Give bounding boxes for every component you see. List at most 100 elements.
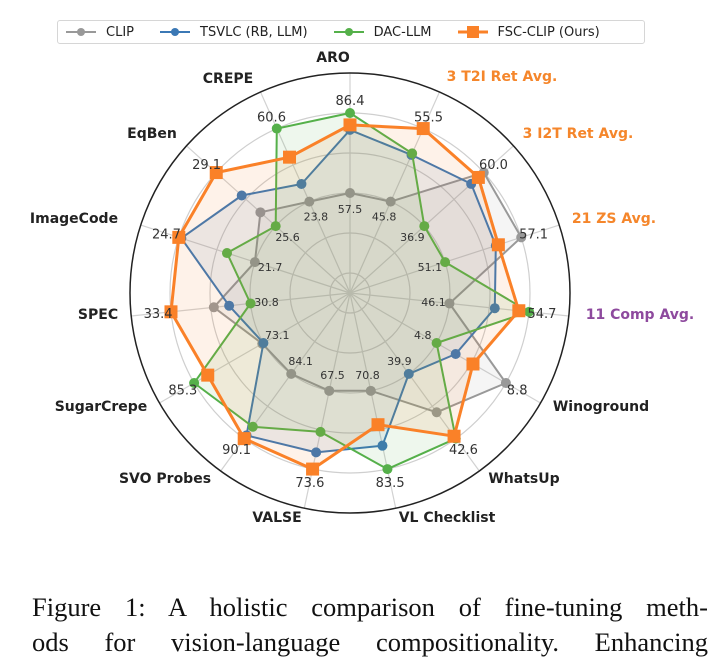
- axis-max-label: 57.1: [519, 227, 548, 242]
- axis-label: 11 Comp Avg.: [586, 307, 695, 323]
- data-point: [255, 207, 266, 218]
- data-point: [237, 432, 251, 446]
- axis-label: VL Checklist: [399, 510, 496, 526]
- series-line: [180, 128, 497, 454]
- figure-caption: Figure 1: A holistic comparison of fine-…: [32, 590, 708, 660]
- axis-label: Winoground: [553, 399, 649, 415]
- data-point: [208, 302, 219, 313]
- legend-item-clip: CLIP: [64, 25, 134, 40]
- data-point: [512, 304, 526, 318]
- legend-marker-circle-icon: [66, 28, 96, 36]
- data-point: [382, 464, 393, 475]
- data-point: [407, 148, 418, 159]
- data-point: [296, 178, 307, 189]
- axis-max-label: 42.6: [449, 443, 478, 458]
- axis-min-label: 57.5: [338, 203, 363, 216]
- data-point: [343, 118, 357, 132]
- axis-min-label: 4.8: [414, 329, 432, 342]
- series-area: [181, 129, 496, 453]
- legend-label: FSC-CLIP (Ours): [497, 24, 600, 40]
- axis-max-label: 55.5: [414, 111, 443, 126]
- data-point: [440, 257, 451, 268]
- data-point: [444, 298, 455, 309]
- data-point: [283, 150, 297, 164]
- axis-max-label: 29.1: [192, 158, 221, 173]
- axis-label: SVO Probes: [119, 471, 211, 487]
- axis-max-label: 90.1: [222, 443, 251, 458]
- axis-label: 3 I2T Ret Avg.: [523, 126, 634, 142]
- series-line: [169, 123, 521, 471]
- axis-label: SPEC: [78, 307, 118, 323]
- data-point: [224, 300, 235, 311]
- data-point: [315, 426, 326, 437]
- axis-max-label: 85.3: [168, 384, 197, 399]
- axis-max-label: 60.0: [479, 158, 508, 173]
- axis-min-label: 84.1: [288, 355, 313, 368]
- data-point: [365, 385, 376, 396]
- legend-marker-circle-icon: [160, 28, 190, 36]
- data-point: [271, 123, 282, 134]
- data-point: [172, 230, 186, 244]
- legend-item-tsvlc: TSVLC (RB, LLM): [158, 25, 308, 40]
- axis-label: ImageCode: [30, 211, 118, 227]
- data-point: [311, 447, 322, 458]
- axis-label: SugarCrepe: [55, 399, 148, 415]
- axis-min-label: 36.9: [400, 231, 425, 244]
- axis-max-label: 60.6: [257, 111, 286, 126]
- data-point: [403, 368, 414, 379]
- data-point: [245, 298, 256, 309]
- axis-min-label: 51.1: [418, 261, 443, 274]
- series-line: [193, 112, 530, 471]
- axis-min-label: 46.1: [421, 296, 446, 309]
- data-point: [209, 166, 223, 180]
- data-point: [516, 232, 527, 243]
- axis-max-label: 83.5: [376, 476, 405, 491]
- caption-line: ods for vision-language compositionality…: [32, 627, 708, 657]
- axis-label: VALSE: [252, 510, 301, 526]
- data-point: [491, 238, 505, 252]
- legend-marker-circle-icon: [333, 28, 364, 36]
- data-point: [324, 385, 335, 396]
- caption-line: Figure 1: A holistic comparison of fine-…: [32, 592, 708, 622]
- data-point: [304, 196, 315, 207]
- data-point: [500, 378, 511, 388]
- legend-item-fsc-clip: FSC-CLIP (Ours): [456, 25, 600, 40]
- axis-min-label: 70.8: [355, 369, 380, 382]
- legend-marker-square-icon: [457, 26, 488, 38]
- series-area: [171, 124, 519, 470]
- axis-max-label: 24.7: [152, 227, 181, 242]
- axis-min-label: 39.9: [387, 355, 412, 368]
- series-area: [213, 172, 522, 413]
- legend-label: DAC-LLM: [373, 24, 432, 40]
- data-point: [258, 338, 269, 348]
- axis-min-label: 45.8: [372, 210, 397, 223]
- data-point: [371, 418, 385, 432]
- data-point: [345, 188, 355, 198]
- data-point: [385, 196, 396, 207]
- axis-min-label: 23.8: [304, 210, 329, 223]
- axis-label: 21 ZS Avg.: [572, 211, 656, 227]
- data-point: [489, 303, 500, 314]
- axis-label: ARO: [316, 50, 350, 66]
- legend: CLIP TSVLC (RB, LLM) DAC-LLM FSC-CLIP (O…: [57, 20, 645, 44]
- axis-max-label: 73.6: [295, 476, 324, 491]
- axis-min-label: 73.1: [265, 329, 290, 342]
- axis-min-label: 25.6: [275, 231, 300, 244]
- outer-spine: [129, 72, 571, 514]
- axis-label: 3 T2I Ret Avg.: [447, 69, 558, 85]
- data-point: [377, 440, 388, 451]
- data-point: [466, 357, 480, 371]
- data-point: [431, 407, 442, 418]
- data-point: [524, 306, 535, 317]
- data-point: [431, 338, 442, 348]
- data-point: [345, 108, 355, 118]
- legend-label: TSVLC (RB, LLM): [200, 24, 308, 40]
- axis-min-label: 21.7: [258, 261, 283, 274]
- data-point: [221, 248, 232, 259]
- data-point: [416, 122, 430, 136]
- axis-label: WhatsUp: [488, 471, 559, 487]
- data-point: [286, 368, 297, 379]
- data-point: [306, 462, 320, 476]
- data-point: [249, 257, 260, 268]
- data-point: [450, 349, 461, 359]
